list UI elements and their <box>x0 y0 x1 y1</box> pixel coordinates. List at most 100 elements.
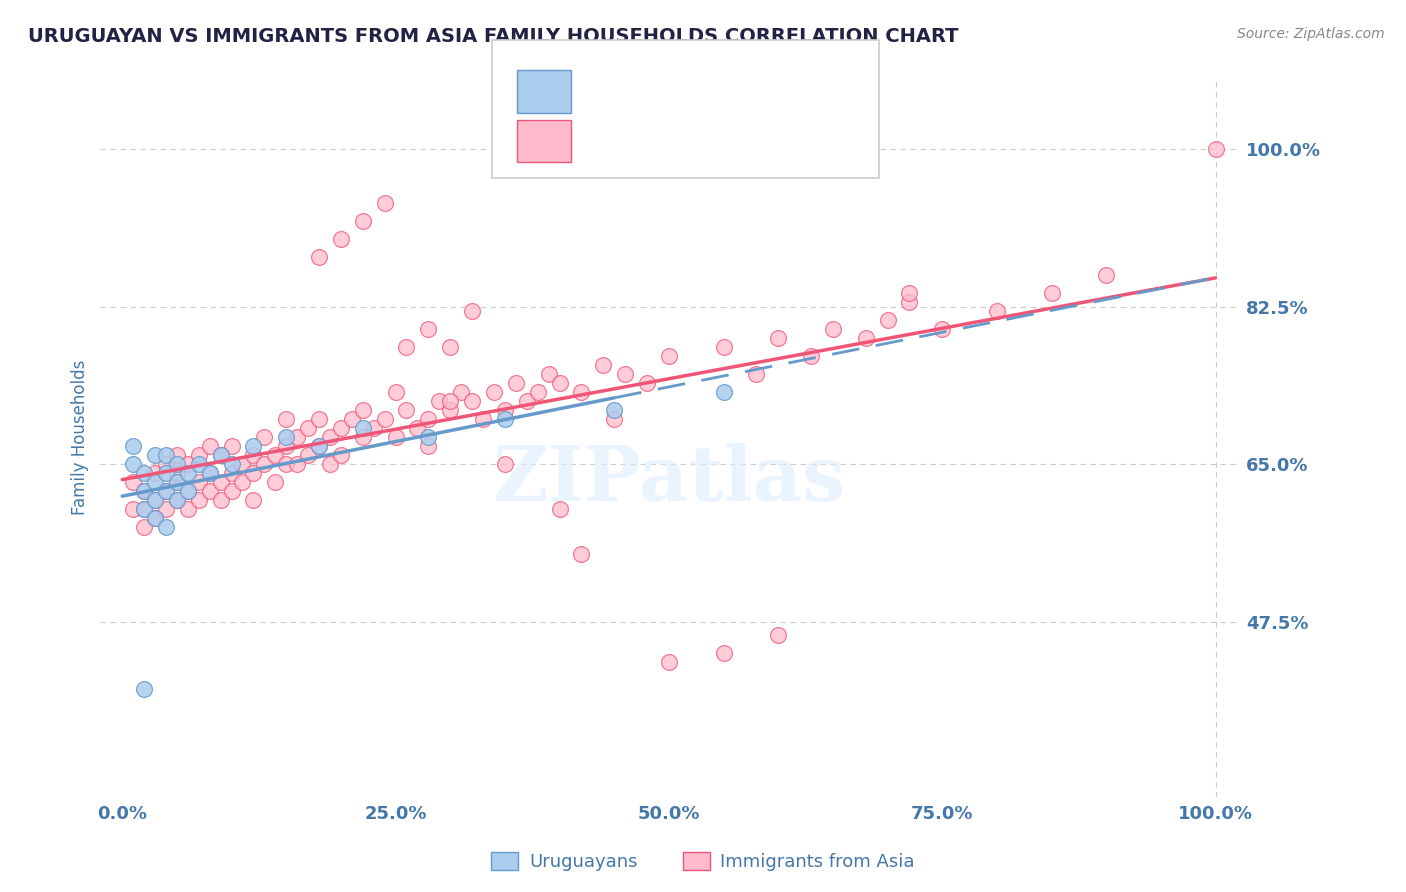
Point <box>221 484 243 499</box>
Point <box>221 457 243 471</box>
Point <box>418 322 440 336</box>
Point <box>494 457 516 471</box>
Text: ZIPatlas: ZIPatlas <box>492 443 845 517</box>
Point <box>603 412 626 426</box>
Point <box>340 412 363 426</box>
Point <box>276 439 298 453</box>
Point <box>439 340 461 354</box>
Point <box>166 493 188 508</box>
Point <box>132 484 155 499</box>
Point <box>122 502 145 516</box>
Point <box>242 493 264 508</box>
Point <box>876 313 898 327</box>
Point <box>1095 268 1118 283</box>
Point <box>548 502 571 516</box>
Point <box>221 467 243 481</box>
Point <box>821 322 844 336</box>
Point <box>800 349 823 363</box>
Point <box>658 349 681 363</box>
Point <box>418 439 440 453</box>
Y-axis label: Family Households: Family Households <box>72 359 89 515</box>
Point <box>143 511 166 525</box>
Point <box>155 448 177 462</box>
Point <box>276 457 298 471</box>
Point <box>132 682 155 697</box>
Point <box>592 359 614 373</box>
Point <box>319 430 342 444</box>
Point <box>418 430 440 444</box>
Point <box>352 214 374 228</box>
Point <box>472 412 495 426</box>
Point <box>132 502 155 516</box>
Point <box>439 403 461 417</box>
Point <box>636 376 658 391</box>
Point <box>713 340 735 354</box>
Point <box>143 493 166 508</box>
Point <box>285 430 308 444</box>
Point <box>285 457 308 471</box>
Text: Source: ZipAtlas.com: Source: ZipAtlas.com <box>1237 27 1385 41</box>
Point <box>297 448 319 462</box>
Point <box>276 430 298 444</box>
Point <box>308 439 330 453</box>
Point <box>526 385 548 400</box>
Point <box>155 484 177 499</box>
Point <box>122 475 145 490</box>
Point <box>143 511 166 525</box>
Point <box>132 484 155 499</box>
Text: URUGUAYAN VS IMMIGRANTS FROM ASIA FAMILY HOUSEHOLDS CORRELATION CHART: URUGUAYAN VS IMMIGRANTS FROM ASIA FAMILY… <box>28 27 959 45</box>
Point <box>395 340 418 354</box>
Point <box>253 430 276 444</box>
Point <box>308 412 330 426</box>
Point <box>209 448 232 462</box>
Point <box>198 467 221 481</box>
Point <box>166 457 188 471</box>
Point <box>297 421 319 435</box>
Point <box>264 475 287 490</box>
Point <box>537 368 560 382</box>
Point <box>143 475 166 490</box>
Point <box>122 457 145 471</box>
Point <box>384 430 406 444</box>
Point <box>143 448 166 462</box>
Point <box>614 368 637 382</box>
Point <box>352 421 374 435</box>
Point <box>516 394 538 409</box>
Point <box>177 484 200 499</box>
Point <box>548 376 571 391</box>
Point <box>253 457 276 471</box>
Point <box>242 448 264 462</box>
Point <box>242 467 264 481</box>
Point <box>132 502 155 516</box>
Point <box>374 412 396 426</box>
Point <box>494 412 516 426</box>
Point <box>155 502 177 516</box>
Point <box>198 467 221 481</box>
Point <box>329 448 352 462</box>
Point <box>132 520 155 534</box>
Point <box>155 467 177 481</box>
Point <box>898 295 921 310</box>
Point <box>482 385 505 400</box>
Point <box>143 467 166 481</box>
Point <box>461 394 484 409</box>
Point <box>209 448 232 462</box>
Point <box>276 412 298 426</box>
Point <box>1040 286 1063 301</box>
Point <box>177 457 200 471</box>
Point <box>571 385 593 400</box>
Point <box>439 394 461 409</box>
Point <box>427 394 450 409</box>
Point <box>177 467 200 481</box>
Point <box>166 475 188 490</box>
Point <box>166 467 188 481</box>
Point <box>132 467 155 481</box>
Point <box>155 520 177 534</box>
Point <box>395 403 418 417</box>
Point <box>898 286 921 301</box>
Point <box>603 403 626 417</box>
Point <box>406 421 429 435</box>
Point <box>209 475 232 490</box>
Point <box>166 493 188 508</box>
Point <box>122 439 145 453</box>
